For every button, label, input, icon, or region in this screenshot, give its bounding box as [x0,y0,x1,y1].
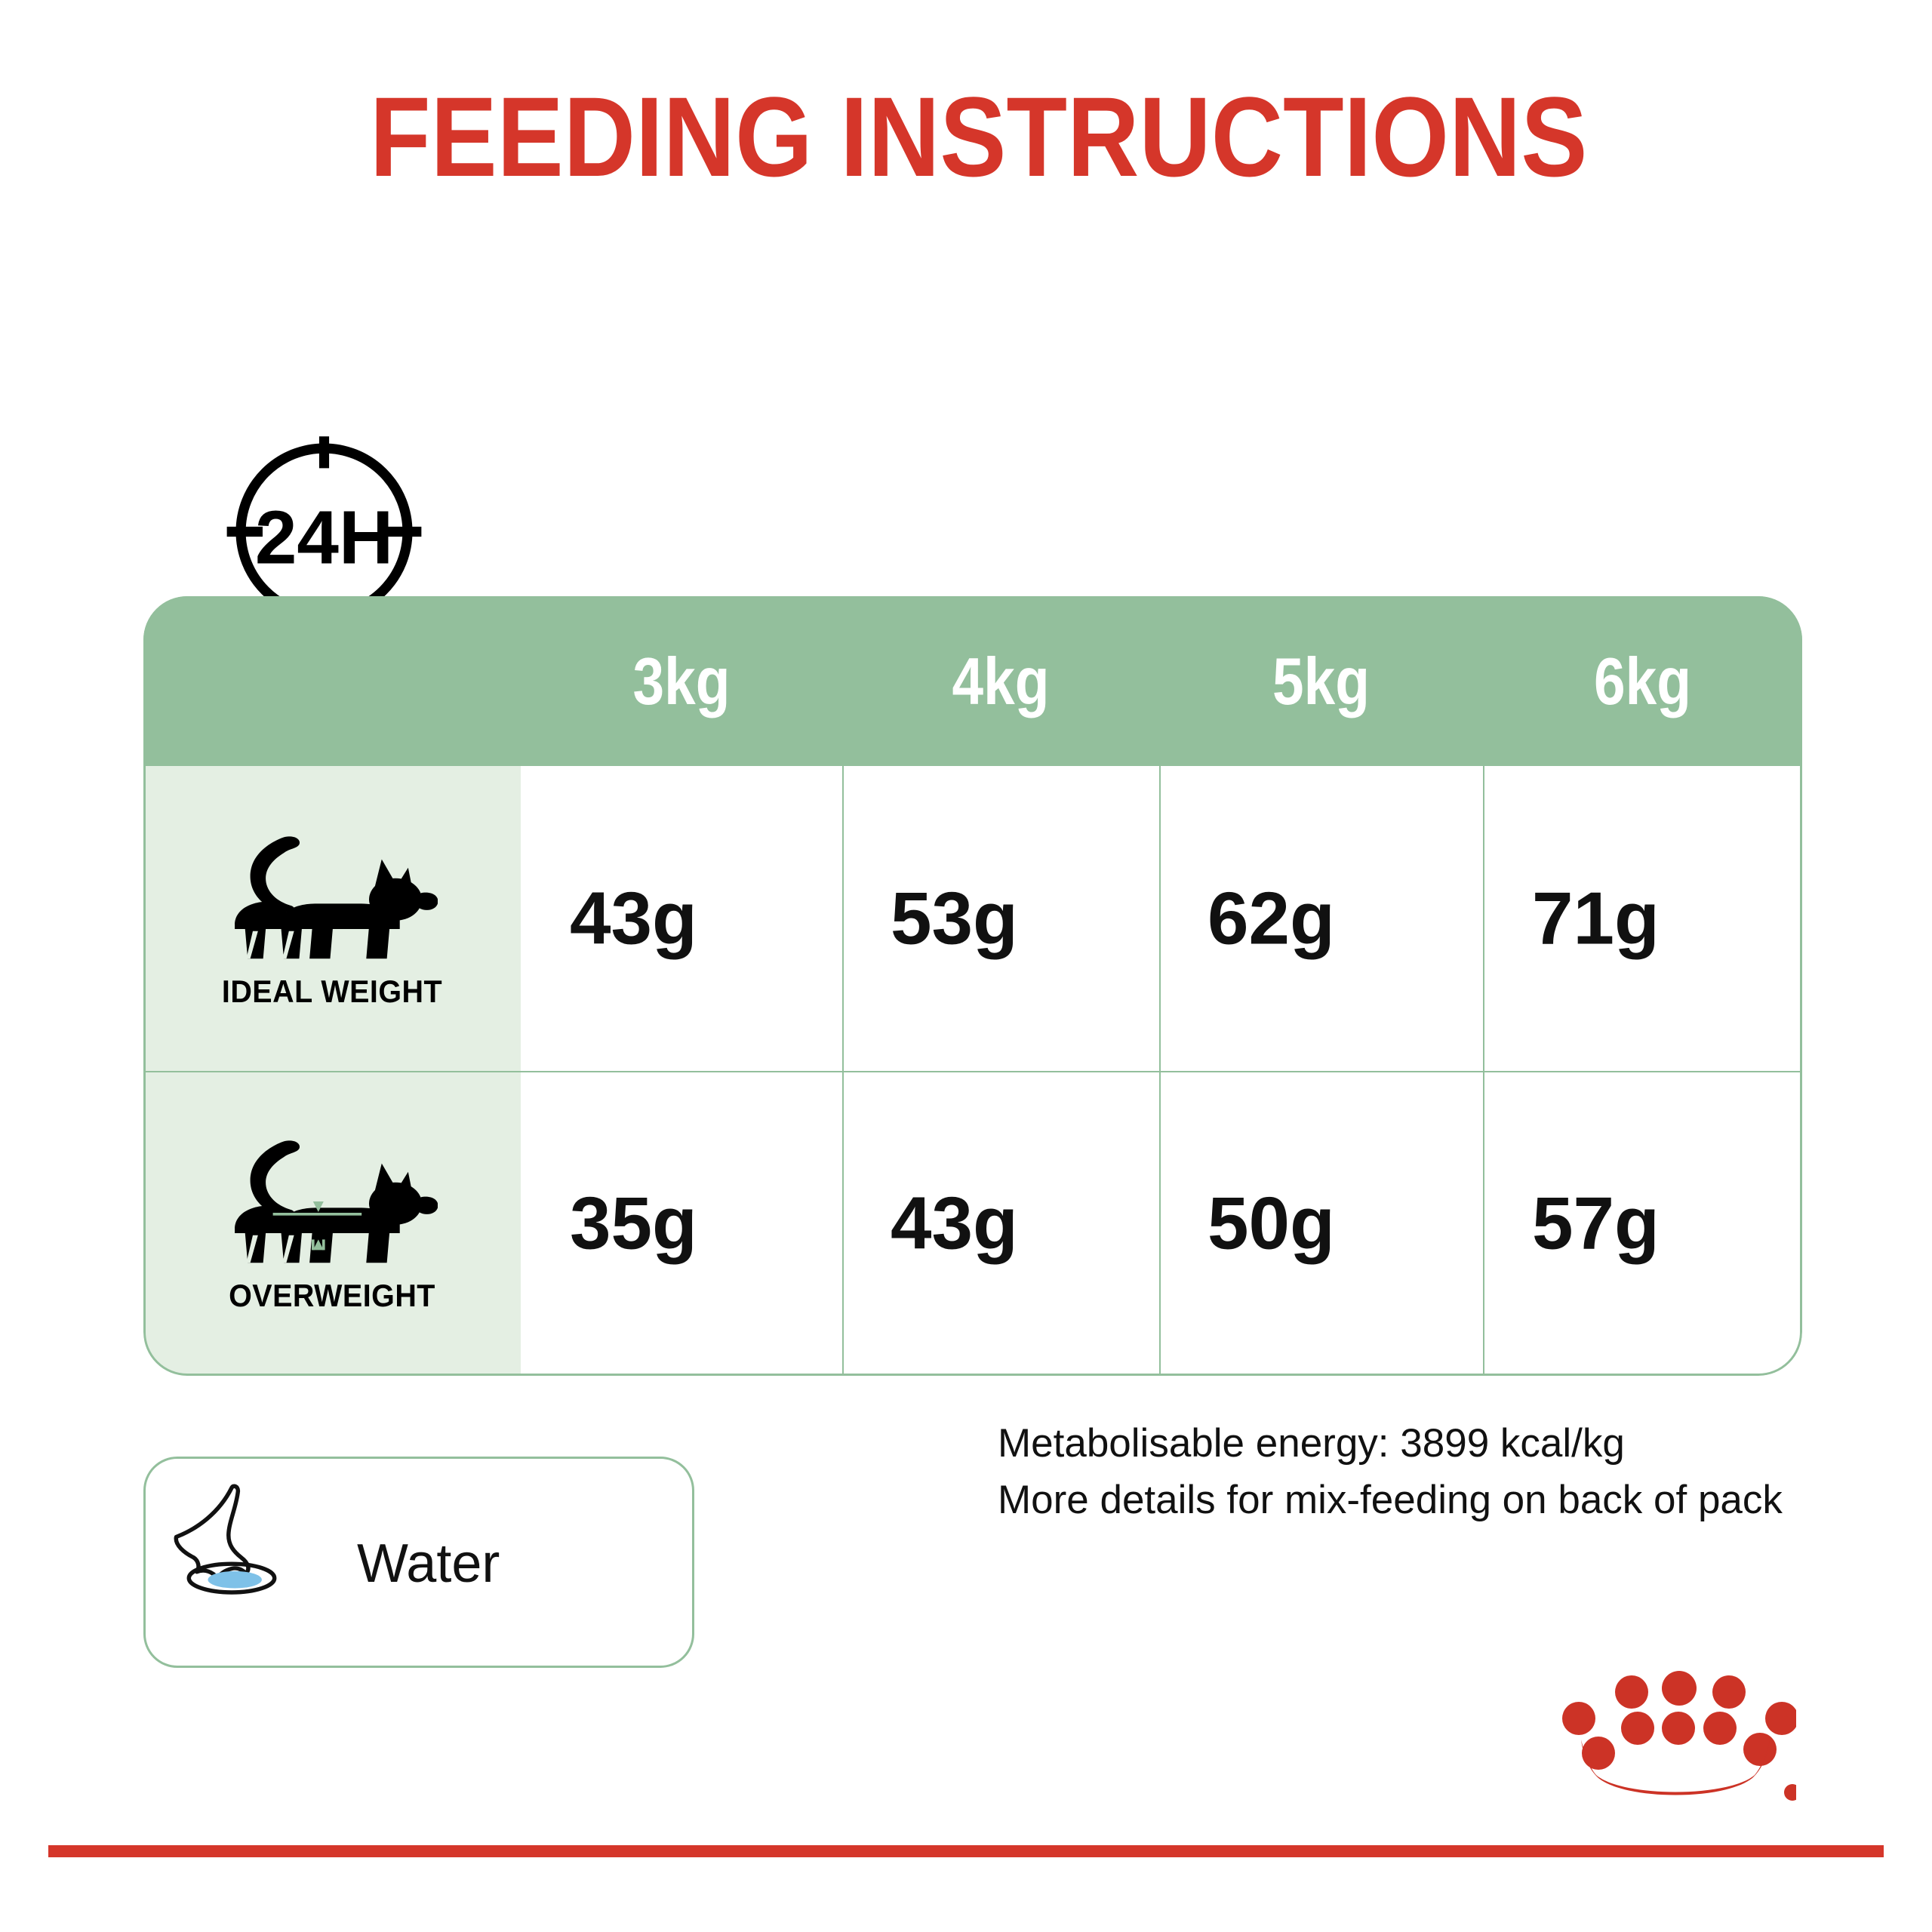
svg-text:24H: 24H [255,497,393,580]
